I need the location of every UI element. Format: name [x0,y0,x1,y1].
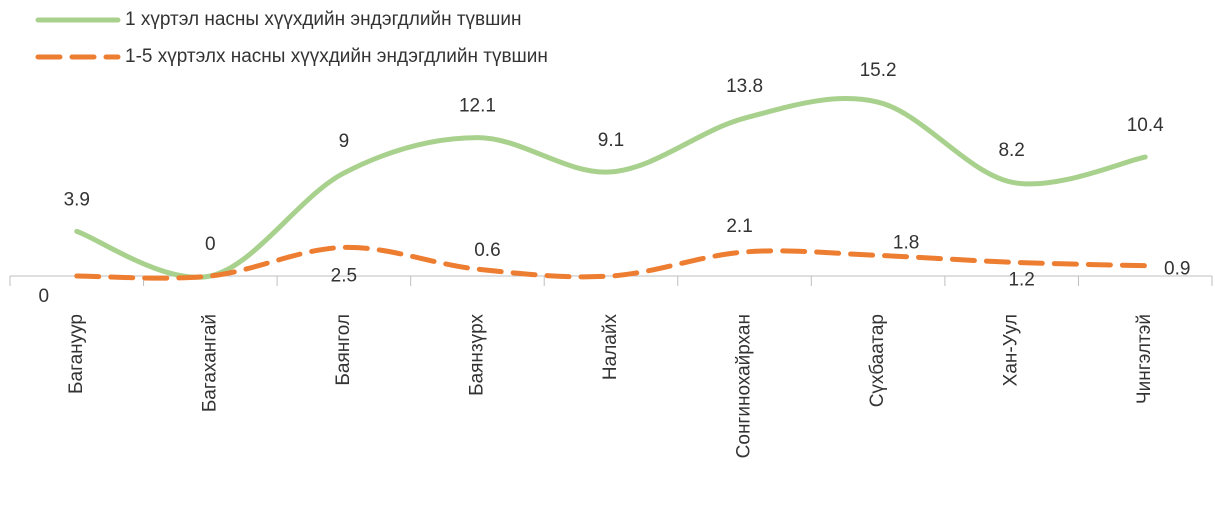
data-label: 2.5 [331,265,357,286]
legend-label: 1-5 хүртэлх насны хүүхдийн эндэгдлийн тү… [125,46,548,67]
x-tick-label: Хан-Уул [1001,314,1022,386]
data-label: 0.9 [1164,259,1190,280]
data-label: 9.1 [598,130,624,151]
x-tick-label: Сонгинохайрхан [734,314,755,458]
data-label: 0.6 [474,240,500,261]
x-tick-label: Налайх [600,314,621,381]
data-label: 8.2 [998,140,1024,161]
data-label: 10.4 [1127,115,1164,136]
x-tick-label: Баянзүрх [466,314,487,396]
series-line [74,244,1148,281]
data-label: 1.8 [893,232,919,253]
x-tick-label: Багануур [66,314,87,394]
data-label: 15.2 [860,60,897,81]
data-label: 13.8 [726,76,763,97]
data-label: 2.1 [726,216,752,237]
legend-label: 1 хүртэл насны хүүхдийн эндэгдлийн түвши… [125,9,522,30]
data-label: 0 [205,234,216,255]
series-line [74,96,1148,280]
x-tick-label: Багахангай [199,314,220,412]
data-label: 12.1 [459,96,496,117]
x-tick-label: Чингэлтэй [1134,314,1155,404]
data-label: 3.9 [64,189,90,210]
data-label: 0 [38,286,49,307]
x-tick-label: Баянгол [333,314,354,386]
x-tick-label: Сүхбаатар [867,314,888,407]
data-label: 1.2 [1008,269,1034,290]
data-label: 9 [339,131,350,152]
